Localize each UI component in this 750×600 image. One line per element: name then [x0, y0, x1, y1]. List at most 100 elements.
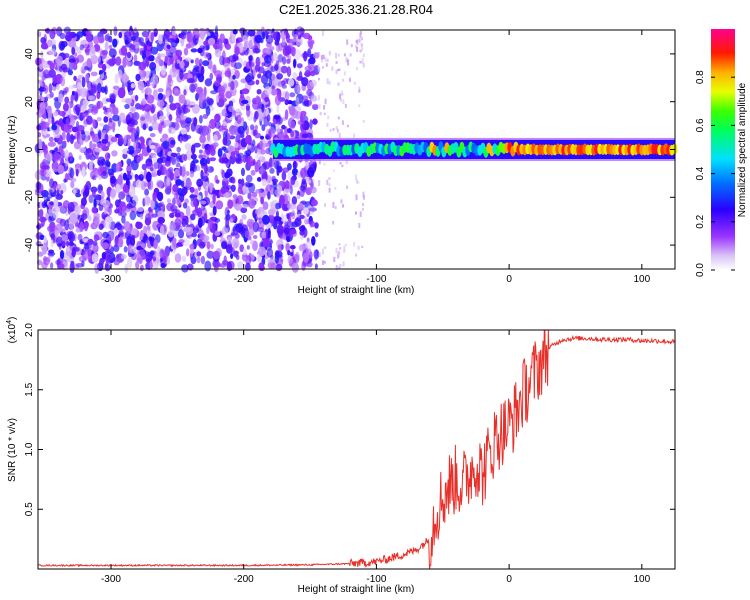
heatmap-noise-blob: [159, 248, 165, 259]
heatmap-noise-blob: [235, 254, 240, 261]
heatmap-noise-blob: [252, 221, 259, 233]
heatmap-noise-blob: [66, 254, 74, 263]
x-tick-label: 0: [506, 274, 512, 285]
heatmap-noise-blob: [150, 46, 159, 55]
heatmap-noise-fade: [328, 51, 331, 56]
heatmap-noise-blob: [181, 218, 187, 228]
heatmap-noise-blob: [113, 26, 118, 36]
heatmap-noise-blob: [214, 70, 223, 78]
heatmap-noise-blob: [256, 29, 264, 39]
heatmap-noise-blob: [241, 99, 249, 104]
heatmap-noise-blob: [54, 230, 60, 238]
heatmap-noise-blob: [35, 240, 42, 247]
heatmap-noise-blob: [108, 206, 112, 216]
heatmap-noise-fade: [320, 55, 323, 60]
heatmap-noise-blob: [250, 62, 255, 67]
heatmap-noise-blob: [130, 159, 139, 171]
heatmap-noise-blob: [64, 157, 69, 167]
heatmap-noise-blob: [173, 89, 181, 97]
heatmap-noise-blob: [164, 187, 172, 195]
heatmap-noise-blob: [60, 190, 64, 195]
heatmap-noise-blob: [58, 145, 64, 155]
heatmap-noise-blob: [206, 241, 211, 250]
heatmap-noise-blob: [185, 180, 193, 188]
heatmap-noise-blob: [180, 120, 187, 125]
heatmap-noise-blob: [152, 256, 156, 262]
heatmap-noise-blob: [69, 133, 74, 145]
heatmap-noise-blob: [108, 117, 113, 123]
heatmap-noise-blob: [47, 110, 53, 119]
heatmap-noise-blob: [252, 69, 257, 77]
heatmap-noise-fade: [343, 71, 346, 76]
heatmap-noise-blob: [286, 66, 292, 78]
heatmap-noise-blob: [112, 38, 118, 48]
colorbar-tick-label: 0.2: [695, 214, 706, 228]
heatmap-noise-blob: [273, 159, 280, 170]
heatmap-noise-blob: [85, 48, 91, 56]
heatmap-noise-blob: [205, 105, 211, 116]
heatmap-noise-blob: [230, 184, 236, 192]
heatmap-noise-blob: [105, 98, 114, 103]
heatmap-noise-blob: [257, 246, 266, 257]
heatmap-noise-blob: [195, 124, 202, 134]
heatmap-noise-fade: [336, 128, 339, 133]
heatmap-noise-fade: [350, 44, 353, 48]
heatmap-noise-blob: [194, 205, 199, 213]
heatmap-noise-blob: [91, 175, 97, 181]
heatmap-noise-blob: [65, 31, 73, 42]
heatmap-noise-blob: [206, 226, 210, 235]
heatmap-noise-blob: [163, 119, 172, 127]
heatmap-noise-blob: [69, 167, 75, 179]
heatmap-noise-blob: [286, 213, 290, 220]
heatmap-noise-blob: [116, 176, 124, 185]
heatmap-noise-blob: [234, 203, 242, 211]
heatmap-noise-blob: [285, 188, 291, 193]
heatmap-noise-blob: [197, 73, 205, 83]
heatmap-noise-blob: [220, 186, 227, 194]
heatmap-noise-blob: [49, 60, 54, 71]
heatmap-noise-blob: [190, 153, 197, 160]
x-tick-label: -300: [101, 274, 121, 285]
heatmap-noise-blob: [287, 255, 293, 264]
heatmap-noise-blob: [310, 186, 317, 194]
heatmap-noise-blob: [148, 209, 154, 220]
heatmap-noise-blob: [255, 189, 262, 194]
heatmap-noise-blob: [241, 178, 245, 187]
heatmap-noise-blob: [176, 59, 181, 65]
heatmap-noise-blob: [144, 217, 152, 226]
heatmap-noise-blob: [197, 195, 202, 201]
heatmap-noise-blob: [283, 77, 288, 85]
heatmap-noise-blob: [223, 62, 231, 69]
heatmap-noise-blob: [81, 112, 89, 118]
heatmap-noise-blob: [97, 156, 105, 164]
colorbar-ticks: 0.0 0.2 0.4 0.6 0.8: [695, 70, 735, 277]
heatmap-noise-blob: [101, 138, 109, 144]
spectrogram-y-axis: -40 -20 0 20 40: [24, 48, 675, 252]
heatmap-noise-fade: [361, 37, 363, 41]
heatmap-noise-blob: [248, 198, 256, 209]
heatmap-noise-blob: [109, 93, 117, 100]
heatmap-noise-blob: [37, 251, 44, 257]
heatmap-noise-blob: [127, 257, 133, 269]
heatmap-noise-blob: [157, 216, 165, 224]
heatmap-noise-blob: [202, 60, 210, 67]
heatmap-noise-fade: [354, 45, 357, 49]
heatmap-noise-fade: [339, 93, 342, 100]
heatmap-noise-blob: [130, 245, 136, 254]
heatmap-noise-blob: [101, 145, 110, 152]
heatmap-noise-blob: [93, 35, 100, 45]
heatmap-noise-blob: [201, 204, 206, 211]
heatmap-noise-blob: [52, 168, 59, 173]
heatmap-noise-blob: [193, 83, 198, 90]
heatmap-noise-blob: [49, 28, 56, 40]
heatmap-noise-blob: [98, 185, 103, 191]
heatmap-noise-blob: [68, 58, 76, 63]
heatmap-noise-blob: [51, 161, 59, 171]
heatmap-noise-blob: [44, 84, 49, 94]
heatmap-noise-blob: [191, 144, 196, 155]
heatmap-noise-fade: [328, 177, 331, 180]
heatmap-noise-blob: [58, 118, 64, 127]
heatmap-noise-blob: [126, 150, 135, 155]
heatmap-noise-blob: [81, 131, 86, 141]
heatmap-noise-fade: [340, 98, 342, 102]
